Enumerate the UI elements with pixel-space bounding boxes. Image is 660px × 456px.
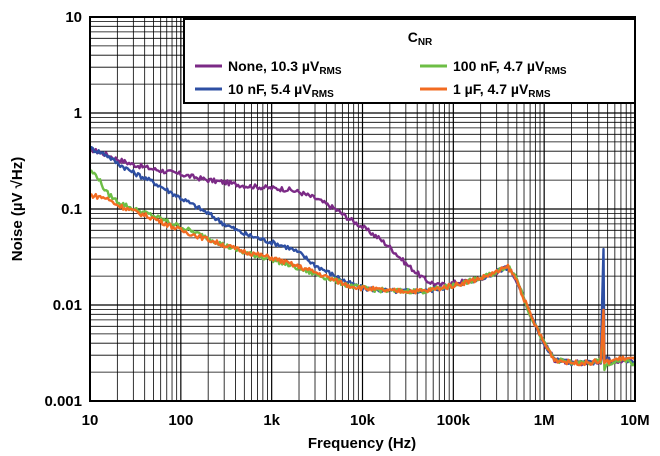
- legend-label-1uf: 1 µF, 4.7 µVRMS: [453, 81, 551, 100]
- legend-label-10nf-main: 10 nF, 5.4 µV: [228, 81, 312, 97]
- plot-frame: [89, 16, 636, 402]
- legend-label-none-main: None, 10.3 µV: [228, 58, 320, 74]
- x-tick-label: 10M: [620, 412, 649, 429]
- y-axis-title: Noise (µV √Hz): [9, 157, 26, 261]
- legend-title-sub: NR: [418, 37, 433, 48]
- x-tick-label: 1k: [263, 412, 280, 429]
- legend-label-10nf: 10 nF, 5.4 µVRMS: [228, 81, 334, 100]
- legend-label-100nf-main: 100 nF, 4.7 µV: [453, 58, 545, 74]
- x-tick-label: 100k: [437, 412, 471, 429]
- legend-label-100nf-sub: RMS: [544, 66, 567, 77]
- series-line-3: [90, 192, 636, 367]
- legend-label-1uf-sub: RMS: [528, 89, 551, 100]
- x-tick-label: 10k: [350, 412, 376, 429]
- y-tick-labels: 0.001 0.01 0.1 1 10: [44, 9, 82, 410]
- y-tick-label: 0.01: [53, 297, 82, 314]
- x-tick-label: 10: [82, 412, 99, 429]
- x-tick-labels: 10 100 1k 10k 100k 1M 10M: [82, 412, 650, 429]
- legend-title-main: C: [408, 29, 418, 45]
- y-tick-label: 10: [65, 9, 82, 26]
- legend-title: CNR: [408, 29, 433, 48]
- legend-label-100nf: 100 nF, 4.7 µVRMS: [453, 58, 567, 77]
- legend-label-10nf-sub: RMS: [312, 89, 335, 100]
- legend: CNR None, 10.3 µVRMS 100 nF, 4.7 µVRMS 1…: [183, 18, 636, 104]
- x-tick-label: 100: [168, 412, 193, 429]
- legend-label-none-sub: RMS: [319, 66, 342, 77]
- y-tick-label: 1: [74, 105, 82, 122]
- x-axis-title: Frequency (Hz): [308, 435, 416, 452]
- legend-label-1uf-main: 1 µF, 4.7 µV: [453, 81, 529, 97]
- legend-label-none: None, 10.3 µVRMS: [228, 58, 342, 77]
- series-lines: [88, 146, 637, 372]
- x-tick-label: 1M: [534, 412, 555, 429]
- legend-box: [183, 18, 636, 104]
- y-tick-label: 0.001: [44, 393, 82, 410]
- grid: [89, 17, 635, 402]
- y-tick-label: 0.1: [61, 201, 82, 218]
